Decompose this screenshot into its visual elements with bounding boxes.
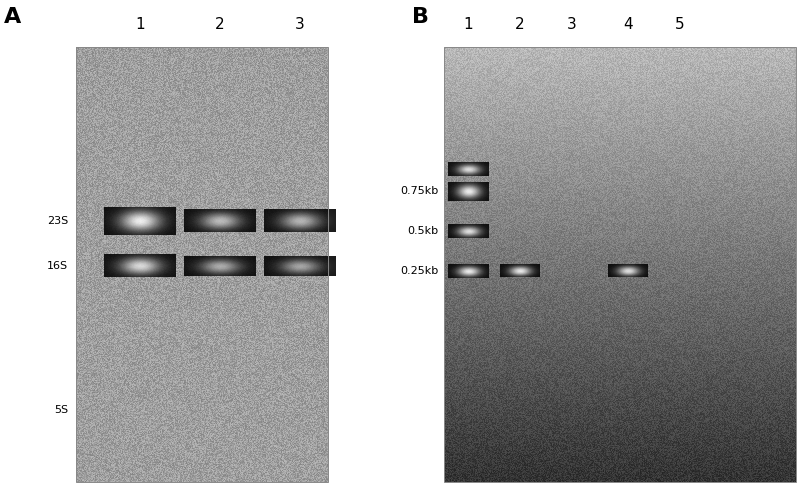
Text: 16S: 16S [47, 261, 68, 271]
Text: B: B [412, 7, 429, 27]
Text: 0.25kb: 0.25kb [400, 266, 438, 276]
Text: 1: 1 [463, 17, 473, 32]
Bar [76, 47, 328, 482]
Text: 5: 5 [675, 17, 685, 32]
Text: 23S: 23S [46, 216, 68, 226]
Text: A: A [4, 7, 22, 27]
Text: 5S: 5S [54, 405, 68, 415]
Text: 3: 3 [567, 17, 577, 32]
Text: 0.75kb: 0.75kb [400, 186, 438, 196]
Text: 3: 3 [295, 17, 305, 32]
Text: 1: 1 [135, 17, 145, 32]
Text: 4: 4 [623, 17, 633, 32]
Text: 2: 2 [515, 17, 525, 32]
Text: 2: 2 [215, 17, 225, 32]
Text: 0.5kb: 0.5kb [407, 226, 438, 236]
Bar [444, 47, 796, 482]
